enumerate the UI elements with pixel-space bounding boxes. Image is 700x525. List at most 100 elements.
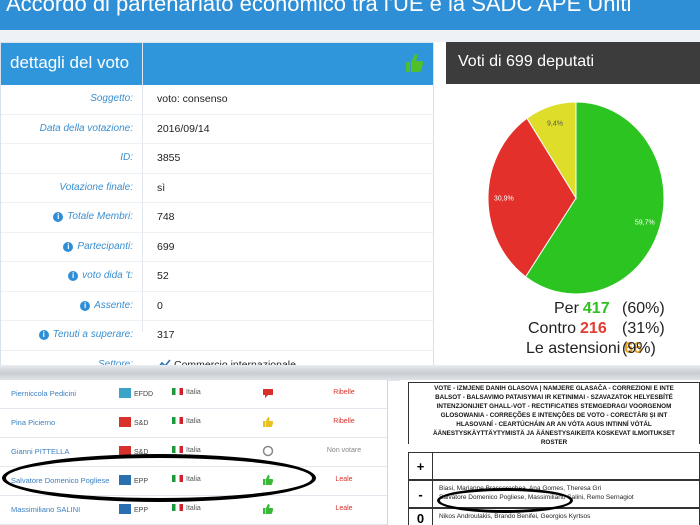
info-icon[interactable]: i bbox=[80, 300, 91, 311]
detail-value-text: voto: consenso bbox=[157, 93, 228, 105]
group-logo-icon bbox=[119, 417, 131, 427]
flag-icon bbox=[172, 388, 183, 395]
detail-value: voto: consenso bbox=[157, 93, 228, 105]
member-name[interactable]: Pierniccola Pedicini bbox=[11, 389, 77, 398]
detail-value-text: Commercio internazionale bbox=[174, 358, 296, 368]
detail-label-text: Assente: bbox=[94, 299, 133, 311]
member-country-text: Italia bbox=[186, 389, 201, 396]
detail-value: sì bbox=[157, 182, 165, 194]
highlight-ellipse bbox=[437, 488, 573, 513]
detail-label: i Totale Membri: bbox=[53, 211, 133, 222]
rollcall-header-line: HLASOVANÍ - CEARTÚCHÁIN AR AN VÓTA AGUS … bbox=[456, 421, 652, 428]
rollcall-header: VOTE - IZMJENE DANIH GLASOVA | NAMJERE G… bbox=[408, 382, 700, 444]
member-country: Italia bbox=[172, 504, 201, 512]
pie-slice[interactable] bbox=[487, 117, 577, 278]
vote-stat-percent: (31%) bbox=[622, 320, 665, 337]
detail-label: i Assente: bbox=[80, 300, 133, 311]
member-name[interactable]: Gianni PITTELLA bbox=[11, 447, 70, 456]
vote-stat-count: 66 bbox=[624, 340, 643, 357]
detail-value-text: 699 bbox=[157, 240, 175, 253]
detail-value: 317 bbox=[157, 329, 175, 341]
member-vote: Ribelle bbox=[333, 389, 355, 396]
detail-label-text: Tenuti a superare: bbox=[52, 329, 133, 340]
detail-row: i Assente: 0 bbox=[1, 292, 433, 321]
gap-strip bbox=[0, 30, 700, 42]
member-group: EFDD bbox=[119, 388, 153, 398]
member-vote: Leale bbox=[335, 505, 353, 512]
vote-details-header: dettagli del voto bbox=[1, 43, 433, 85]
detail-label-text: voto dida 't: bbox=[82, 270, 133, 281]
thumb-up-icon bbox=[406, 53, 424, 72]
vote-details-title: dettagli del voto bbox=[10, 53, 130, 72]
info-icon[interactable]: i bbox=[68, 271, 79, 281]
vote-stat-percent: (60%) bbox=[622, 300, 665, 317]
info-icon[interactable]: i bbox=[63, 241, 74, 252]
votes-summary-panel: Voti di 699 deputati 59,7% 30,9% 9,4% Per 4… bbox=[446, 42, 700, 368]
flag-icon bbox=[172, 446, 183, 453]
member-country: Italia bbox=[172, 417, 201, 425]
info-icon[interactable]: i bbox=[53, 212, 64, 222]
vote-stat-row: Per 417 (60%) bbox=[554, 300, 700, 318]
detail-value: 748 bbox=[157, 211, 175, 223]
pie-slice[interactable] bbox=[526, 101, 577, 200]
votes-summary-header: Voti di 699 deputati bbox=[446, 42, 700, 84]
member-vote: Non votare bbox=[326, 447, 362, 454]
detail-label: i Partecipanti: bbox=[63, 241, 133, 252]
group-logo-icon bbox=[119, 446, 131, 456]
member-vote: Leale bbox=[335, 476, 353, 483]
rollcall-sign: 0 bbox=[409, 509, 433, 525]
vote-stat-row: Le astensioni 66 (9%) bbox=[526, 340, 700, 358]
flag-icon bbox=[172, 504, 183, 511]
member-group: S&D bbox=[119, 446, 148, 456]
rollcall-header-line: ÄÄNESTYSKÄYTTÄYTYMISTÄ JA ÄÄNESTYSAIKEIT… bbox=[433, 430, 675, 437]
rollcall-header-line: VOTE - IZMJENE DANIH GLASOVA | NAMJERE G… bbox=[434, 385, 674, 392]
speech-bubble-icon bbox=[263, 389, 273, 398]
member-group: S&D bbox=[119, 417, 148, 427]
detail-row: i voto dida 't: 52 bbox=[1, 262, 433, 292]
member-row[interactable]: Pina Picierno S&D Italia Ribelle bbox=[0, 409, 387, 438]
member-name[interactable]: Massimiliano SALINI bbox=[11, 505, 81, 514]
detail-label: i voto dida 't: bbox=[68, 270, 133, 281]
detail-label: Data della votazione: bbox=[40, 123, 133, 134]
member-group-text: EFDD bbox=[134, 391, 154, 398]
page-title: Accordo di partenariato economico tra l'… bbox=[6, 0, 632, 16]
member-row[interactable]: Pierniccola Pedicini EFDD Italia Ribelle bbox=[0, 380, 387, 409]
detail-value-text: 52 bbox=[157, 270, 169, 282]
image-blur-band bbox=[0, 365, 700, 381]
column-divider bbox=[142, 42, 143, 332]
rollcall-header-line: BALSOT - BALSAVIMO PATAISYMAI IR KETINIM… bbox=[435, 394, 673, 401]
rollcall-names: Nikos Androulakis, Brando Benifei, Georg… bbox=[439, 512, 590, 521]
detail-value-text: 2016/09/14 bbox=[157, 122, 210, 135]
detail-row: i Tenuti a superare: 317 bbox=[1, 321, 433, 351]
detail-label: Votazione finale: bbox=[59, 182, 133, 193]
thumb-icon bbox=[263, 417, 274, 427]
detail-value-text: sì bbox=[157, 181, 166, 194]
vote-stat-count: 417 bbox=[582, 300, 610, 317]
detail-row: Soggetto: voto: consenso bbox=[1, 85, 433, 115]
detail-row: i Partecipanti: 699 bbox=[1, 233, 433, 262]
votes-summary-title: Voti di 699 deputati bbox=[458, 53, 595, 70]
pie-slice[interactable] bbox=[524, 101, 665, 295]
detail-value-text: 317 bbox=[157, 329, 175, 341]
flag-icon bbox=[172, 417, 183, 424]
detail-row: i Totale Membri: 748 bbox=[1, 203, 433, 233]
member-country-text: Italia bbox=[186, 447, 201, 454]
detail-label-text: Soggetto: bbox=[90, 93, 133, 104]
rollcall-name-line: Nikos Androulakis, Brando Benifei, Georg… bbox=[439, 513, 591, 520]
member-country-text: Italia bbox=[186, 505, 201, 512]
member-country-text: Italia bbox=[186, 418, 201, 425]
rollcall-sign: - bbox=[409, 481, 433, 507]
member-group-text: S&D bbox=[134, 420, 149, 427]
rollcall-row: + bbox=[408, 452, 700, 480]
vote-stat-row: Contro 216 (31%) bbox=[528, 320, 700, 338]
rollcall-header-line: GLOSOWANIA - CORREÇÕES E INTENÇÕES DE VO… bbox=[440, 412, 668, 419]
pie-slice-label: 9,4% bbox=[547, 121, 563, 128]
member-group: EPP bbox=[119, 504, 148, 514]
detail-value: 699 bbox=[157, 241, 175, 253]
info-icon[interactable]: i bbox=[38, 330, 49, 340]
member-name[interactable]: Pina Picierno bbox=[11, 418, 56, 427]
group-logo-icon bbox=[119, 388, 131, 398]
member-group-text: EPP bbox=[134, 507, 149, 514]
vote-stat-count: 216 bbox=[580, 320, 607, 337]
votes-pie-chart: 59,7% 30,9% 9,4% bbox=[487, 101, 665, 295]
